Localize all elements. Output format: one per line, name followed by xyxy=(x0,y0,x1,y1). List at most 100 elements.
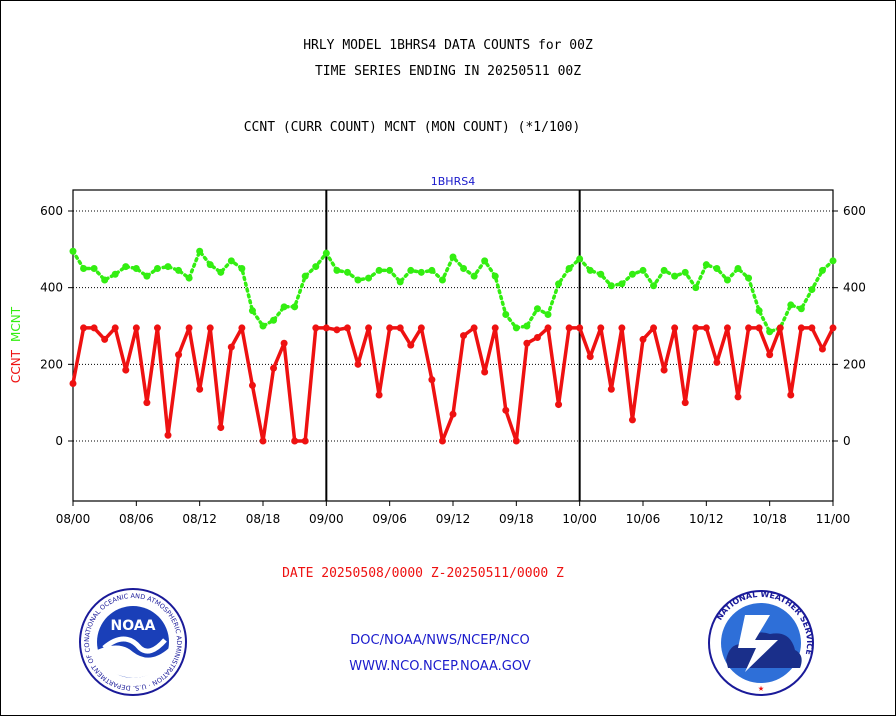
data-point-mcnt xyxy=(523,322,531,330)
data-point-ccnt xyxy=(755,324,763,332)
x-tick-label: 09/00 xyxy=(309,512,344,526)
noaa-logo-text: NOAA xyxy=(111,618,156,634)
series-group xyxy=(69,247,837,445)
data-point-mcnt xyxy=(206,261,214,269)
svg-text:CCNTMCNT: CCNT MCNT xyxy=(9,306,23,383)
data-point-ccnt xyxy=(365,324,373,332)
data-point-mcnt xyxy=(639,266,647,274)
data-point-ccnt xyxy=(660,366,668,374)
data-point-mcnt xyxy=(671,272,679,280)
data-point-ccnt xyxy=(618,324,626,332)
data-point-ccnt xyxy=(343,324,351,332)
data-point-ccnt xyxy=(90,324,98,332)
x-tick-label: 09/06 xyxy=(372,512,407,526)
y-tick-label-right: 200 xyxy=(843,357,866,371)
data-point-mcnt xyxy=(175,266,183,274)
data-point-ccnt xyxy=(132,324,140,332)
data-point-mcnt xyxy=(322,249,330,257)
y-tick-label-left: 200 xyxy=(40,357,63,371)
data-point-ccnt xyxy=(438,437,446,445)
data-point-ccnt xyxy=(745,324,753,332)
data-point-ccnt xyxy=(122,366,130,374)
data-point-mcnt xyxy=(713,265,721,272)
data-point-mcnt xyxy=(407,266,415,274)
x-axis-ticks: 08/00 08/06 08/12 08/18 09/00 09/06 09/12 09/18… xyxy=(56,501,850,526)
data-point-ccnt xyxy=(227,343,235,351)
data-point-ccnt xyxy=(333,326,341,334)
data-point-mcnt xyxy=(787,301,795,309)
data-point-ccnt xyxy=(185,324,193,332)
x-tick-label: 09/12 xyxy=(436,512,471,526)
data-point-ccnt xyxy=(143,399,151,407)
data-point-ccnt xyxy=(787,391,795,399)
data-point-ccnt xyxy=(671,324,679,332)
data-point-mcnt xyxy=(238,265,246,272)
day-dividers xyxy=(325,190,581,501)
data-point-mcnt xyxy=(618,280,626,288)
data-point-mcnt xyxy=(227,257,235,265)
data-point-mcnt xyxy=(797,305,805,313)
data-point-mcnt xyxy=(818,266,826,274)
date-range: DATE 20250508/0000 Z-20250511/0000 Z xyxy=(282,566,564,581)
data-point-mcnt xyxy=(101,276,109,284)
data-point-ccnt xyxy=(776,324,784,332)
data-point-mcnt xyxy=(502,311,510,318)
x-tick-label: 09/18 xyxy=(499,512,534,526)
data-point-mcnt xyxy=(259,322,267,330)
data-point-mcnt xyxy=(365,274,373,282)
data-point-mcnt xyxy=(628,270,636,278)
data-point-ccnt xyxy=(481,368,489,376)
x-tick-label: 08/12 xyxy=(182,512,217,526)
data-point-mcnt xyxy=(132,265,140,272)
data-point-mcnt xyxy=(607,282,615,290)
nws-logo: NATIONAL WEATHER SERVICE ★ xyxy=(708,590,814,696)
data-point-mcnt xyxy=(470,272,478,280)
y-axis-ticks: 0 0 200 200 400 400 600 600 xyxy=(40,204,866,448)
data-point-mcnt xyxy=(417,268,425,276)
website-link[interactable]: WWW.NCO.NCEP.NOAA.GOV xyxy=(349,659,531,674)
data-point-mcnt xyxy=(491,272,499,280)
series-line-mcnt xyxy=(71,249,835,334)
x-tick-label: 08/18 xyxy=(246,512,281,526)
data-point-mcnt xyxy=(533,305,541,313)
data-point-ccnt xyxy=(206,324,214,332)
data-point-ccnt xyxy=(650,324,658,332)
data-point-mcnt xyxy=(270,316,278,324)
data-point-mcnt xyxy=(555,280,563,288)
data-point-ccnt xyxy=(470,324,478,332)
data-point-ccnt xyxy=(544,324,552,332)
data-point-mcnt xyxy=(301,272,309,280)
data-point-ccnt xyxy=(512,437,520,445)
chart-title-line1: HRLY MODEL 1BHRS4 DATA COUNTS for 00Z xyxy=(303,38,593,53)
data-point-ccnt xyxy=(597,324,605,332)
data-point-mcnt xyxy=(248,307,256,315)
data-point-mcnt xyxy=(829,257,837,265)
data-point-ccnt xyxy=(407,341,415,349)
org-path-link[interactable]: DOC/NOAA/NWS/NCEP/NCO xyxy=(350,633,530,648)
data-point-mcnt xyxy=(122,263,130,271)
data-point-mcnt xyxy=(312,263,320,271)
y-axis-label-mcnt: MCNT xyxy=(9,306,23,342)
data-point-ccnt xyxy=(386,324,394,332)
data-point-mcnt xyxy=(354,276,362,284)
y-tick-label-right: 600 xyxy=(843,204,866,218)
gridlines xyxy=(73,210,833,442)
x-tick-label: 10/12 xyxy=(689,512,724,526)
y-tick-label-left: 600 xyxy=(40,204,63,218)
data-point-mcnt xyxy=(650,282,658,290)
data-point-mcnt xyxy=(217,268,225,276)
data-point-ccnt xyxy=(248,381,256,389)
data-point-mcnt xyxy=(80,265,88,272)
data-point-ccnt xyxy=(322,324,330,332)
chart-subtitle: CCNT (CURR COUNT) MCNT (MON COUNT) (*1/1… xyxy=(243,120,581,135)
data-point-ccnt xyxy=(111,324,119,332)
data-point-ccnt xyxy=(153,324,161,332)
data-point-ccnt xyxy=(502,406,510,414)
data-point-mcnt xyxy=(702,261,710,269)
data-point-ccnt xyxy=(217,424,225,432)
data-point-mcnt xyxy=(565,265,573,272)
data-point-ccnt xyxy=(80,324,88,332)
data-point-mcnt xyxy=(449,253,457,261)
data-point-mcnt xyxy=(681,268,689,276)
